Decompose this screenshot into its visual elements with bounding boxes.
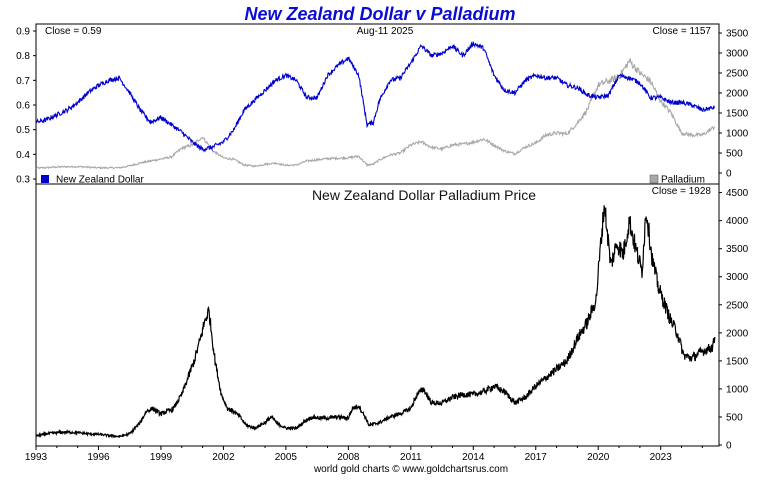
legend-palladium-label: Palladium: [661, 175, 705, 186]
bottom-right-tick-label: 1000: [726, 384, 749, 395]
nzd-close-label: Close = 0.59: [45, 26, 102, 37]
bottom-right-tick-label: 4000: [726, 216, 749, 227]
x-axis-tick-label: 2020: [587, 452, 610, 463]
bottom-right-tick-label: 500: [726, 412, 743, 423]
legend-nzd-swatch: [41, 175, 49, 183]
bottom-right-tick-label: 0: [726, 441, 732, 452]
top-right-tick-label: 2500: [726, 69, 749, 80]
x-axis-tick-label: 2014: [462, 452, 485, 463]
bottom-panel-frame: [35, 183, 720, 447]
footer-credit: world gold charts © www.goldchartsrus.co…: [313, 464, 508, 475]
bottom-right-tick-label: 3000: [726, 272, 749, 283]
x-axis-tick-label: 2008: [337, 452, 360, 463]
bottom-right-tick-label: 1500: [726, 356, 749, 367]
x-axis-tick-label: 1999: [150, 452, 173, 463]
top-left-tick-label: 0.9: [16, 27, 30, 38]
bottom-right-tick-label: 4500: [726, 188, 749, 199]
x-axis-tick-label: 1993: [25, 452, 48, 463]
top-left-tick-label: 0.8: [16, 51, 30, 62]
chart-marks: 0.9 0.8 0.7 0.6 0.5 0.4 0.3 3500 3000 2500 2000 150…: [16, 27, 749, 464]
bottom-right-tick-label: 3500: [726, 244, 749, 255]
top-right-tick-label: 3500: [726, 29, 749, 40]
x-axis-tick-label: 1996: [87, 452, 110, 463]
palladium-series-line: [35, 58, 716, 170]
legend-nzd-label: New Zealand Dollar: [56, 175, 144, 186]
top-right-tick-label: 2000: [726, 89, 749, 100]
top-right-tick-label: 0: [726, 169, 732, 180]
x-axis-tick-label: 2005: [275, 452, 298, 463]
x-axis-tick-label: 2011: [400, 452, 422, 463]
bottom-right-tick-label: 2500: [726, 300, 749, 311]
top-left-tick-label: 0.6: [16, 101, 30, 112]
nzd-palladium-price-line: [35, 205, 716, 439]
top-right-tick-label: 1000: [726, 129, 749, 140]
top-left-tick-label: 0.5: [16, 125, 30, 136]
palladium-close-label: Close = 1157: [653, 26, 712, 37]
top-left-tick-label: 0.4: [16, 150, 30, 161]
bottom-chart-title: New Zealand Dollar Palladium Price: [312, 187, 536, 203]
top-left-tick-label: 0.7: [16, 76, 30, 87]
date-label: Aug-11 2025: [357, 26, 414, 37]
nzd-series-line: [35, 40, 716, 153]
x-axis-tick-label: 2023: [650, 452, 673, 463]
top-left-tick-label: 0.3: [16, 175, 30, 186]
bottom-right-tick-label: 2000: [726, 328, 749, 339]
top-right-tick-label: 1500: [726, 109, 749, 120]
bottom-close-label: Close = 1928: [652, 186, 712, 197]
top-right-tick-label: 3000: [726, 49, 749, 60]
legend-palladium-swatch: [649, 174, 659, 184]
chart-title: New Zealand Dollar v Palladium: [244, 4, 515, 24]
x-axis-tick-label: 2002: [212, 452, 235, 463]
x-axis-tick-label: 2017: [525, 452, 548, 463]
top-right-tick-label: 500: [726, 149, 743, 160]
